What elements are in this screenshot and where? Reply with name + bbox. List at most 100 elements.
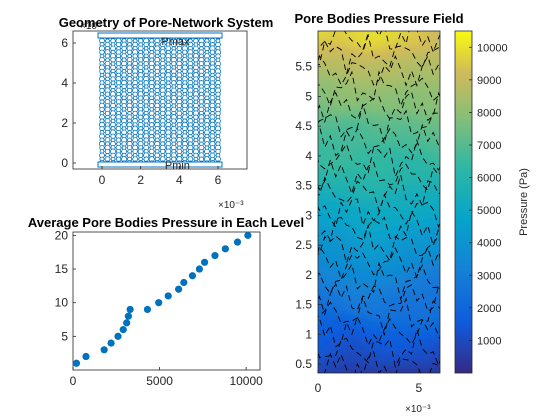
contour-line xyxy=(318,225,440,265)
y-tick-label: 1 xyxy=(305,327,312,341)
y-tick-label: 3.5 xyxy=(295,179,312,193)
contour-line xyxy=(318,245,440,281)
data-point xyxy=(188,272,197,280)
y-tick-label: 2.5 xyxy=(295,238,312,252)
colorbar-tick-label: 2000 xyxy=(477,303,501,315)
data-point xyxy=(100,346,108,354)
data-point xyxy=(155,299,163,307)
y-tick-label: 5.5 xyxy=(295,60,312,74)
colorbar-tick-label: 3000 xyxy=(477,270,501,282)
data-point xyxy=(82,352,90,361)
contour-line xyxy=(318,123,440,157)
pmax-label: Pmax xyxy=(161,36,190,48)
contour-line xyxy=(318,329,440,368)
contour-line xyxy=(318,174,440,213)
x-tick-label: 0 xyxy=(315,381,322,395)
colorbar-ticks: 1000 2000 3000 4000 5000 6000 7000 8000 9000 1000… xyxy=(469,42,508,347)
pressure-field-panel: 0 5 0.5 1 1.5 2 2.5 3 3.5 4 4.5 5 5.5 ×10⁻³ 1000 2000… xyxy=(294,11,530,415)
contour-line xyxy=(318,33,440,75)
contour-line xyxy=(318,193,440,229)
geometry-panel: Geometry of Pore-Network System ×10⁻³ 0 2… xyxy=(59,15,274,211)
geometry-title: Geometry of Pore-Network System xyxy=(59,15,274,30)
x-tick-label: 0 xyxy=(99,173,106,187)
average-pressure-axes-box xyxy=(72,231,261,371)
y-tick-label: 5 xyxy=(305,89,312,103)
data-point xyxy=(114,332,122,340)
average-pressure-panel: Average Pore Bodies Pressure in Each Lev… xyxy=(28,215,304,388)
contour-line xyxy=(318,315,440,348)
y-tick-label: 1.5 xyxy=(295,298,312,312)
x-tick-label: 5 xyxy=(415,381,422,395)
colorbar-tick-label: 10000 xyxy=(477,42,508,54)
data-point xyxy=(72,359,81,367)
y-tick-label: 5 xyxy=(61,329,68,343)
data-point xyxy=(200,258,209,266)
contour-line xyxy=(318,282,440,317)
contour-line xyxy=(318,138,440,179)
x-tick-label: 0 xyxy=(70,374,77,388)
y-tick-label: 3 xyxy=(305,208,312,222)
x-tick-label: 4 xyxy=(176,173,183,187)
pressure-field-surface xyxy=(318,31,440,373)
contour-line xyxy=(318,158,440,196)
x-tick-label: 2 xyxy=(137,173,144,187)
data-point xyxy=(211,251,219,260)
colorbar xyxy=(454,30,473,374)
geometry-x-exponent: ×10⁻³ xyxy=(218,200,244,211)
contour-line xyxy=(318,261,440,302)
geometry-axes-box xyxy=(72,30,248,170)
x-tick-label: 5000 xyxy=(146,374,173,388)
pressure-field-ticks: 0 5 0.5 1 1.5 2 2.5 3 3.5 4 4.5 5 5.5 xyxy=(295,60,422,395)
geometry-ticks: 0 2 4 6 0 2 4 6 xyxy=(61,36,221,187)
x-tick-label: 10000 xyxy=(229,374,263,388)
data-point xyxy=(175,285,183,293)
pressure-field-x-exponent: ×10⁻³ xyxy=(405,404,431,415)
pore-network xyxy=(97,32,223,168)
contour-line xyxy=(323,350,440,373)
x-tick-label: 6 xyxy=(215,173,222,187)
pore-bodies xyxy=(98,33,222,167)
pmax-reservoir xyxy=(97,32,223,39)
contour-line xyxy=(318,70,440,108)
y-tick-label: 2 xyxy=(61,116,68,130)
contour-line xyxy=(318,91,440,124)
y-tick-label: 10 xyxy=(55,296,69,310)
data-point xyxy=(233,238,242,246)
data-point xyxy=(119,326,127,334)
data-point xyxy=(221,245,229,253)
data-point xyxy=(124,312,133,320)
y-tick-label: 20 xyxy=(55,228,69,242)
average-pressure-title: Average Pore Bodies Pressure in Each Lev… xyxy=(28,215,304,230)
pressure-field-axes-box xyxy=(317,30,441,374)
colorbar-tick-label: 1000 xyxy=(477,335,501,347)
y-tick-label: 6 xyxy=(61,36,68,50)
pmin-label: Pmin xyxy=(165,160,190,172)
pressure-contours xyxy=(318,31,440,373)
colorbar-tick-label: 6000 xyxy=(477,173,501,185)
y-tick-label: 4 xyxy=(61,76,68,90)
data-point xyxy=(123,319,131,327)
colorbar-tick-label: 7000 xyxy=(477,140,501,152)
colorbar-tick-label: 8000 xyxy=(477,107,501,119)
colorbar-tick-label: 5000 xyxy=(477,205,501,217)
y-tick-label: 2 xyxy=(305,268,312,282)
contour-line xyxy=(318,54,440,87)
data-point xyxy=(164,292,172,300)
y-tick-label: 15 xyxy=(55,262,69,276)
data-point xyxy=(244,231,252,239)
data-point xyxy=(143,305,152,314)
data-point xyxy=(180,278,188,287)
average-pressure-points xyxy=(72,231,252,367)
data-point xyxy=(126,305,134,314)
contour-line xyxy=(318,210,440,248)
colorbar-label: Pressure (Pa) xyxy=(518,168,530,236)
data-point xyxy=(195,265,203,273)
data-point xyxy=(107,339,115,347)
pmin-reservoir xyxy=(97,161,223,168)
colorbar-tick-label: 4000 xyxy=(477,238,501,250)
contour-line xyxy=(318,103,440,144)
pressure-field-title: Pore Bodies Pressure Field xyxy=(294,11,463,26)
average-pressure-ticks: 0 5000 10000 5 10 15 20 xyxy=(55,228,264,388)
y-tick-label: 0.5 xyxy=(295,357,312,371)
